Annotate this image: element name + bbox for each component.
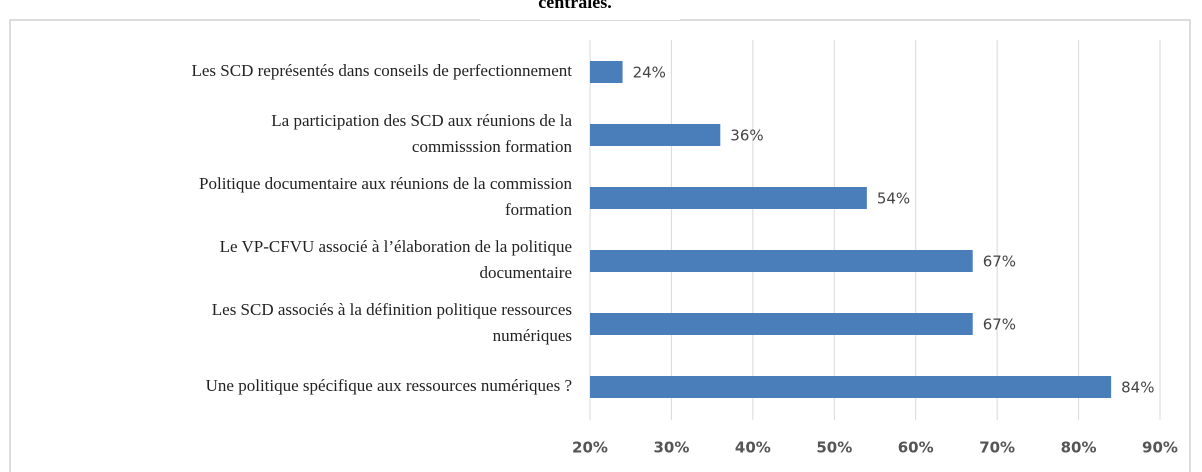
- y-tick-label: Les SCD associés à la définition politiq…: [212, 300, 572, 319]
- y-tick-label: Les SCD représentés dans conseils de per…: [192, 61, 573, 80]
- x-tick-label: 20%: [572, 439, 608, 457]
- value-label: 24%: [633, 64, 666, 82]
- bar: [590, 187, 867, 209]
- x-tick-label: 30%: [653, 439, 689, 457]
- bar: [590, 250, 973, 272]
- chart-frame: [9, 19, 1191, 472]
- bar: [590, 124, 721, 146]
- y-tick-label: documentaire: [479, 263, 572, 282]
- y-tick-label: numériques: [493, 326, 572, 345]
- x-tick-label: 80%: [1061, 439, 1097, 457]
- value-label: 54%: [877, 190, 910, 208]
- title-bg: [480, 0, 680, 20]
- bar: [590, 376, 1112, 398]
- y-tick-label: commisssion formation: [412, 137, 573, 156]
- value-label: 36%: [730, 127, 763, 145]
- value-label: 67%: [983, 316, 1016, 334]
- value-label: 67%: [983, 253, 1016, 271]
- x-tick-label: 70%: [979, 439, 1015, 457]
- chart-title: centrales.: [538, 0, 611, 12]
- bar: [590, 61, 623, 83]
- bar: [590, 313, 973, 335]
- y-tick-label: formation: [505, 200, 573, 219]
- x-tick-label: 90%: [1142, 439, 1178, 457]
- y-tick-label: Le VP-CFVU associé à l’élaboration de la…: [220, 237, 572, 256]
- y-tick-label: La participation des SCD aux réunions de…: [271, 111, 572, 130]
- x-tick-label: 40%: [735, 439, 771, 457]
- x-tick-label: 60%: [898, 439, 934, 457]
- value-label: 84%: [1121, 379, 1154, 397]
- y-tick-label: Une politique spécifique aux ressources …: [206, 376, 572, 395]
- y-tick-label: Politique documentaire aux réunions de l…: [199, 174, 572, 193]
- x-tick-label: 50%: [816, 439, 852, 457]
